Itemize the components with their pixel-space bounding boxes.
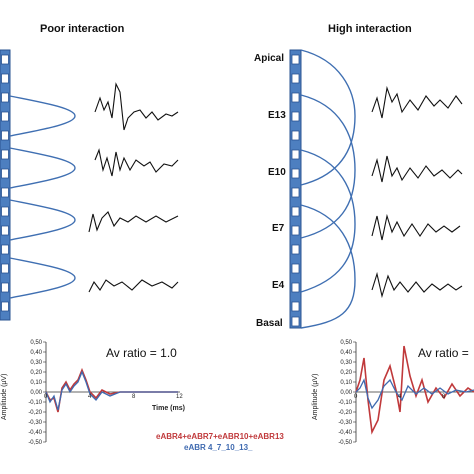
y-tick: 0,20 [30, 370, 42, 376]
x-tick: 0 [354, 394, 358, 400]
x-tick: 4 [398, 394, 402, 400]
poor-interaction-title: Poor interaction [40, 23, 125, 35]
y-tick: -0,30 [338, 420, 352, 426]
y-tick: 0,00 [340, 390, 352, 396]
y-tick: -0,20 [28, 410, 42, 416]
left-chart-xlabel: Time (ms) [152, 405, 185, 412]
legend-blue-combined: eABR 4_7_10_13_ [184, 443, 253, 452]
right-chart-y-ticks: 0,50 0,40 0,30 0,20 0,10 0,00 -0,10 -0,2… [322, 338, 352, 448]
left-chart-y-ticks: 0,50 0,40 0,30 0,20 0,10 0,00 -0,10 -0,2… [12, 338, 42, 448]
y-tick: 0,40 [340, 350, 352, 356]
right-eabr-traces [371, 85, 463, 299]
left-spread-curves [9, 95, 76, 299]
x-tick: 12 [176, 394, 183, 400]
y-tick: 0,30 [30, 360, 42, 366]
y-tick: 0,50 [30, 340, 42, 346]
bottom-right-chart [353, 341, 474, 443]
x-tick: 8 [442, 394, 446, 400]
y-tick: -0,30 [28, 420, 42, 426]
y-tick: -0,20 [338, 410, 352, 416]
right-av-ratio: Av ratio = [418, 346, 469, 360]
high-interaction-title: High interaction [328, 23, 412, 35]
bottom-left-chart [43, 341, 180, 443]
label-e7: E7 [272, 223, 285, 234]
y-tick: 0,50 [340, 340, 352, 346]
y-tick: -0,40 [28, 430, 42, 436]
legend-red-sum: eABR4+eABR7+eABR10+eABR13 [156, 432, 284, 441]
label-basal: Basal [256, 318, 283, 329]
right-chart-ylabel: Amplitude (µV) [312, 373, 319, 420]
x-tick: 4 [88, 394, 92, 400]
left-chart-blue-trace [45, 370, 178, 411]
y-tick: -0,10 [338, 400, 352, 406]
left-eabr-traces [88, 82, 179, 293]
label-apical: Apical [254, 53, 285, 64]
right-chart-red-trace [355, 345, 474, 435]
y-tick: -0,50 [338, 440, 352, 446]
x-tick: 8 [132, 394, 136, 400]
y-tick: -0,50 [28, 440, 42, 446]
right-electrode-array [289, 49, 302, 329]
left-av-ratio: Av ratio = 1.0 [106, 346, 177, 360]
y-tick: 0,30 [340, 360, 352, 366]
left-chart-ylabel: Amplitude (µV) [1, 373, 8, 420]
y-tick: 0,10 [30, 380, 42, 386]
y-tick: -0,10 [28, 400, 42, 406]
y-tick: 0,00 [30, 390, 42, 396]
y-tick: 0,20 [340, 370, 352, 376]
y-tick: 0,40 [30, 350, 42, 356]
right-chart-blue-trace [355, 378, 474, 410]
right-spread-curves [300, 49, 356, 329]
y-tick: -0,40 [338, 430, 352, 436]
label-e13: E13 [268, 110, 286, 121]
x-tick: 0 [44, 394, 48, 400]
label-e10: E10 [268, 167, 286, 178]
left-electrode-array [0, 49, 11, 321]
label-e4: E4 [272, 280, 285, 291]
y-tick: 0,10 [340, 380, 352, 386]
